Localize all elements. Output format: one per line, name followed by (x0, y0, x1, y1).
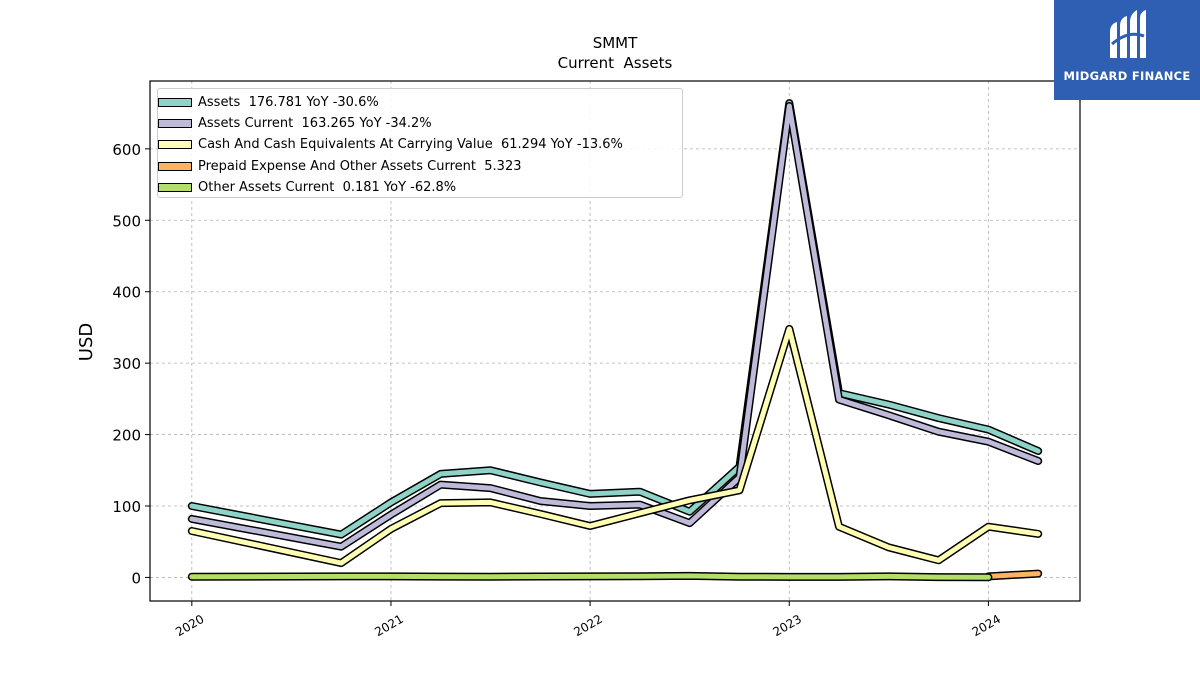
y-tick-label: 300 (112, 355, 141, 373)
y-tick-label: 400 (112, 284, 141, 302)
legend: Assets 176.781 YoY -30.6% Assets Current… (157, 88, 683, 198)
legend-item-assets: Assets 176.781 YoY -30.6% (158, 92, 682, 113)
series-line-3 (984, 569, 1043, 581)
legend-item-assets-current: Assets Current 163.265 YoY -34.2% (158, 113, 682, 134)
chart-title: SMMT (593, 34, 638, 52)
legend-label: Prepaid Expense And Other Assets Current… (198, 158, 522, 174)
series-line-2 (187, 324, 1043, 568)
legend-swatch (158, 161, 192, 171)
legend-item-other-assets: Other Assets Current 0.181 YoY -62.8% (158, 177, 682, 198)
logo-mark-icon (1110, 10, 1146, 58)
series-line-0 (187, 99, 1043, 539)
x-tick-label: 2024 (970, 612, 1003, 639)
y-tick-label: 500 (112, 212, 141, 230)
series-line-1 (187, 102, 1043, 551)
x-tick-label: 2022 (571, 612, 604, 639)
logo-text: MIDGARD FINANCE (1063, 69, 1191, 83)
x-tick-label: 2021 (372, 612, 405, 639)
y-axis-label: USD (76, 323, 97, 361)
legend-label: Assets Current 163.265 YoY -34.2% (198, 116, 432, 132)
x-tick-label: 2020 (173, 612, 206, 639)
legend-item-cash: Cash And Cash Equivalents At Carrying Va… (158, 134, 682, 155)
legend-swatch (158, 119, 192, 129)
x-tick-label: 2023 (771, 612, 804, 639)
series-layer (187, 99, 1043, 582)
y-tick-label: 100 (112, 498, 141, 516)
y-tick-label: 200 (112, 427, 141, 445)
series-stroke (189, 326, 1041, 566)
legend-label: Other Assets Current 0.181 YoY -62.8% (198, 179, 457, 195)
legend-swatch (158, 182, 192, 192)
brand-logo: MIDGARD FINANCE (1054, 0, 1200, 100)
chart-subtitle: Current Assets (558, 54, 673, 72)
series-stroke (189, 103, 1041, 550)
series-stroke (189, 573, 991, 580)
axis-layer: 0 100 200 300 400 500 600 2020 2021 2022 2023 2024 (112, 141, 1003, 639)
y-tick-label: 0 (131, 569, 141, 587)
series-stroke (189, 100, 1041, 538)
legend-label: Assets 176.781 YoY -30.6% (198, 95, 379, 111)
legend-label: Cash And Cash Equivalents At Carrying Va… (198, 137, 623, 153)
legend-swatch (158, 98, 192, 108)
plot-frame (149, 80, 1081, 602)
series-stroke (985, 571, 1041, 579)
y-tick-label: 600 (112, 141, 141, 159)
series-line-4 (187, 571, 993, 582)
legend-item-prepaid: Prepaid Expense And Other Assets Current… (158, 156, 682, 177)
legend-swatch (158, 140, 192, 150)
